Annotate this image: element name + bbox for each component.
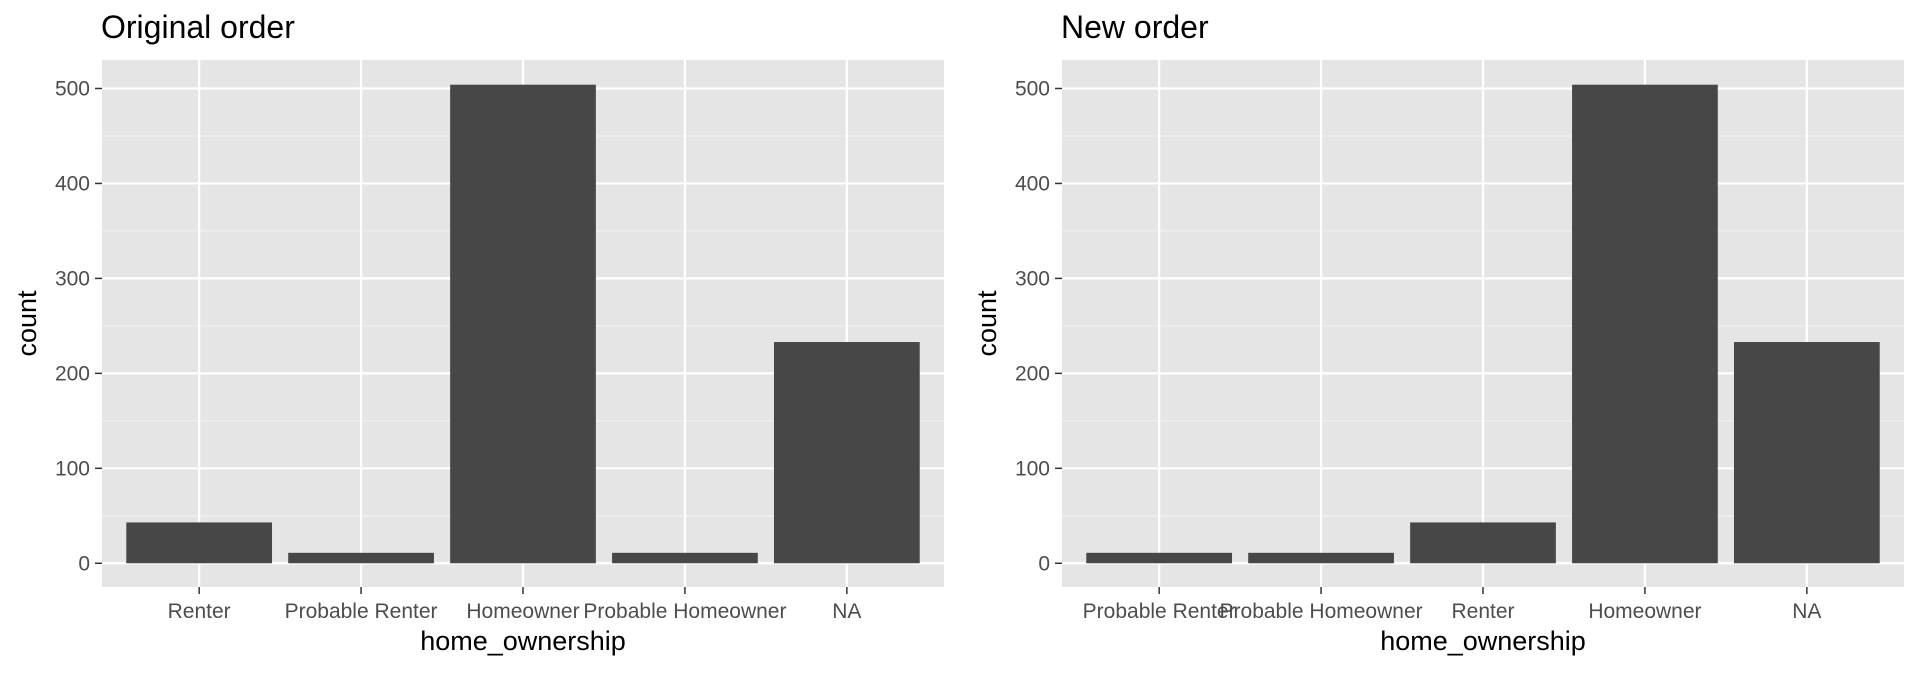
x-tick-label: Homeowner <box>466 600 579 623</box>
bar-renter <box>126 522 273 564</box>
x-tick-label: Homeowner <box>1588 600 1701 623</box>
y-tick-label: 500 <box>1015 77 1050 100</box>
y-tick-label: 400 <box>55 172 90 195</box>
x-tick-label: Renter <box>1451 600 1514 623</box>
x-tick-label: NA <box>832 600 861 623</box>
y-tick-label: 300 <box>55 267 90 290</box>
y-tick-label: 500 <box>55 77 90 100</box>
x-tick-label: Probable Homeowner <box>1220 600 1423 623</box>
x-tick-label: Probable Renter <box>1083 600 1236 623</box>
x-tick-label: NA <box>1792 600 1821 623</box>
bar-probable-homeowner <box>1248 552 1394 564</box>
y-tick-label: 200 <box>1015 362 1050 385</box>
bar-na <box>1733 342 1880 564</box>
bar-homeowner <box>450 84 596 564</box>
bar-homeowner <box>1572 84 1718 564</box>
y-tick-label: 200 <box>55 362 90 385</box>
y-axis-label: count <box>972 290 1002 357</box>
x-tick-label: Probable Homeowner <box>583 600 786 623</box>
x-axis-label: home_ownership <box>420 626 626 656</box>
y-axis-label: count <box>12 290 42 357</box>
bar-probable-renter <box>288 552 434 564</box>
y-tick-label: 0 <box>1038 552 1050 575</box>
x-tick-label: Probable Renter <box>285 600 438 623</box>
chart-new-order: 0 100 200 300 400 500 Probable RenterProbable … <box>972 9 1904 656</box>
x-axis-label: home_ownership <box>1380 626 1586 656</box>
x-tick-label: Renter <box>168 600 231 623</box>
y-tick-label: 300 <box>1015 267 1050 290</box>
bar-probable-renter <box>1086 552 1233 564</box>
y-tick-label: 100 <box>55 457 90 480</box>
bar-na <box>773 342 920 564</box>
chart-title: Original order <box>101 9 295 45</box>
y-tick-label: 0 <box>78 552 90 575</box>
y-tick-label: 400 <box>1015 172 1050 195</box>
chart-original-order: 0 100 200 300 400 500 Renter Probable Renter Hom… <box>12 9 944 656</box>
y-tick-label: 100 <box>1015 457 1050 480</box>
bar-renter <box>1410 522 1556 564</box>
chart-title: New order <box>1061 9 1209 45</box>
bar-probable-homeowner <box>612 552 758 564</box>
